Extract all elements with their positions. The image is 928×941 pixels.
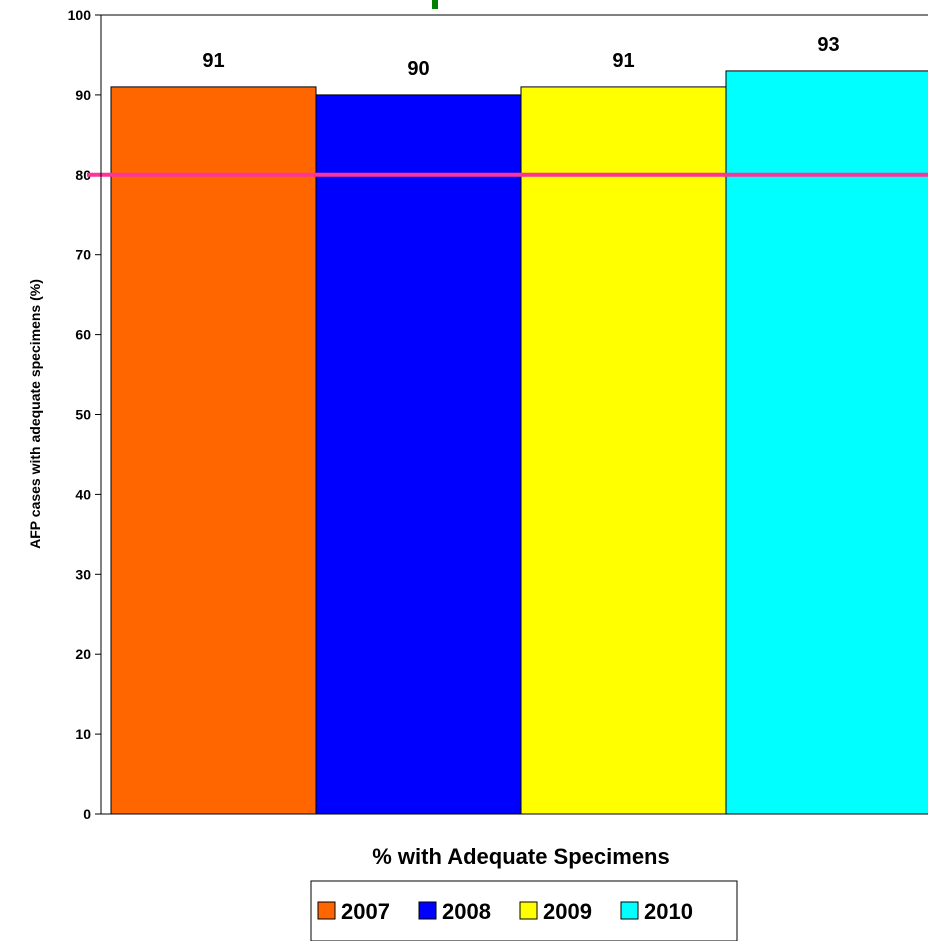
bar-2010 bbox=[725, 70, 928, 815]
bars bbox=[110, 70, 928, 815]
bar-2008 bbox=[315, 94, 522, 815]
y-tick-label: 0 bbox=[83, 806, 91, 822]
legend-swatch-2007 bbox=[317, 901, 336, 920]
y-tick-label: 100 bbox=[68, 7, 92, 23]
legend: 2007 2008 2009 2010 bbox=[310, 880, 738, 941]
data-labels: 91 90 91 93 bbox=[202, 34, 839, 80]
x-axis-title: % with Adequate Specimens bbox=[372, 844, 669, 869]
legend-swatch-2008 bbox=[418, 901, 437, 920]
y-tick-label: 40 bbox=[75, 486, 91, 502]
title-fragment bbox=[432, 0, 438, 9]
data-label-2010: 93 bbox=[817, 34, 839, 56]
y-tick-label: 30 bbox=[75, 566, 91, 582]
y-tick-label: 60 bbox=[75, 327, 91, 343]
bar-2009 bbox=[520, 86, 727, 815]
legend-swatch-2009 bbox=[519, 901, 538, 920]
data-label-2008: 90 bbox=[407, 58, 429, 80]
bar-2007 bbox=[110, 86, 317, 815]
y-tick-label: 70 bbox=[75, 247, 91, 263]
legend-label-2009: 2009 bbox=[543, 899, 592, 924]
legend-label-2007: 2007 bbox=[341, 899, 390, 924]
y-tick-label: 20 bbox=[75, 646, 91, 662]
y-tick-label: 80 bbox=[75, 167, 91, 183]
data-label-2007: 91 bbox=[202, 50, 224, 72]
y-tick-label: 90 bbox=[75, 87, 91, 103]
y-tick-label: 50 bbox=[75, 407, 91, 423]
legend-label-2008: 2008 bbox=[442, 899, 491, 924]
y-tick-label: 10 bbox=[75, 726, 91, 742]
legend-swatch-2010 bbox=[620, 901, 639, 920]
y-axis-ticks: 0 10 20 30 40 50 60 70 80 90 100 bbox=[68, 7, 101, 822]
legend-label-2010: 2010 bbox=[644, 899, 693, 924]
y-axis-title: AFP cases with adequate specimens (%) bbox=[27, 279, 43, 549]
data-label-2009: 91 bbox=[612, 50, 634, 72]
